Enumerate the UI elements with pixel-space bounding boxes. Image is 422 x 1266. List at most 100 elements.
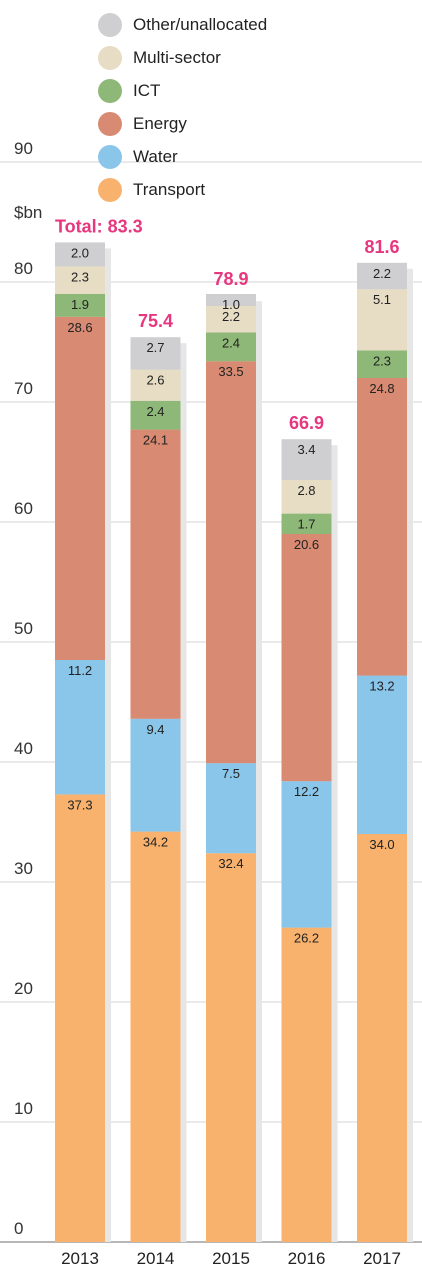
legend-label-water: Water [133,146,178,166]
y-tick-label-60: 60 [14,499,33,518]
legend-item-energy: Energy [98,107,267,140]
segment-label-water-2013: 11.2 [68,663,92,678]
legend: Other/unallocated Multi-sector ICT Energ… [98,8,267,206]
legend-swatch-transport [98,177,122,202]
x-tick-label-2015: 2015 [212,1249,250,1266]
segment-label-water-2016: 12.2 [294,784,319,799]
bar-segment-multi-sector-2016 [281,480,332,514]
segment-label-other-unallocated-2013: 2.0 [71,245,89,260]
legend-item-water: Water [98,140,267,173]
legend-label-transport: Transport [133,179,206,199]
legend-item-other-unallocated: Other/unallocated [98,8,267,41]
total-label-2014: 75.4 [138,311,173,331]
segment-label-transport-2017: 34.0 [369,837,394,852]
y-tick-label-30: 30 [14,859,33,878]
legend-item-ict: ICT [98,74,267,107]
segment-label-multi-sector-2014: 2.6 [146,373,164,388]
segment-label-water-2015: 7.5 [222,766,240,781]
segment-label-ict-2013: 1.9 [71,297,89,312]
bar-segment-transport-2017 [357,834,407,1242]
bar-segment-other-unallocated-2013 [55,242,105,267]
y-tick-label-10: 10 [14,1099,33,1118]
x-tick-label-2016: 2016 [288,1249,326,1266]
legend-swatch-energy [98,111,122,136]
bar-segment-water-2014 [130,718,181,832]
y-tick-label-70: 70 [14,379,33,398]
unit-label: $bn [14,203,42,222]
segment-label-transport-2013: 37.3 [67,797,92,812]
segment-label-energy-2015: 33.5 [218,364,243,379]
total-label-2013: Total: 83.3 [55,216,143,236]
bar-segment-ict-2014 [130,400,181,430]
x-tick-label-2013: 2013 [61,1249,99,1266]
legend-swatch-other-unallocated [98,12,122,37]
bar-segment-water-2013 [55,660,105,795]
bar-segment-multi-sector-2014 [130,369,181,401]
total-label-2015: 78.9 [213,269,248,289]
legend-swatch-water [98,144,122,169]
segment-label-energy-2014: 24.1 [143,433,168,448]
bar-segment-other-unallocated-2017 [357,262,407,290]
bar-segment-multi-sector-2015 [206,306,256,333]
x-tick-label-2014: 2014 [137,1249,175,1266]
bar-segment-ict-2017 [357,350,407,378]
bar-segment-ict-2016 [281,513,332,534]
segment-label-multi-sector-2013: 2.3 [71,269,89,284]
y-tick-label-20: 20 [14,979,33,998]
bar-segment-water-2016 [281,781,332,928]
total-label-2017: 81.6 [364,237,399,257]
bar-segment-ict-2013 [55,294,105,317]
y-tick-label-90: 90 [14,139,33,158]
bar-segment-energy-2013 [55,316,105,660]
bar-segment-multi-sector-2013 [55,266,105,294]
segment-label-ict-2016: 1.7 [297,517,315,532]
bar-segment-energy-2014 [130,429,181,719]
legend-label-ict: ICT [133,80,161,100]
segment-label-other-unallocated-2014: 2.7 [146,340,164,355]
bar-segment-energy-2017 [357,378,407,676]
segment-label-transport-2015: 32.4 [218,856,243,871]
segment-label-energy-2013: 28.6 [67,320,92,335]
segment-label-multi-sector-2017: 5.1 [373,292,391,307]
bar-segment-water-2017 [357,675,407,834]
legend-item-transport: Transport [98,173,267,206]
y-tick-label-50: 50 [14,619,33,638]
segment-label-transport-2014: 34.2 [143,835,168,850]
legend-label-other-unallocated: Other/unallocated [133,14,268,34]
bar-segment-other-unallocated-2016 [281,439,332,480]
bar-segment-water-2015 [206,763,256,854]
bar-segment-transport-2015 [206,853,256,1242]
bar-segment-other-unallocated-2015 [206,294,256,306]
y-tick-label-80: 80 [14,259,33,278]
bar-segment-transport-2014 [130,831,181,1242]
segment-label-ict-2015: 2.4 [222,335,240,350]
legend-swatch-multi-sector [98,45,122,70]
segment-label-energy-2016: 20.6 [294,537,319,552]
bar-segment-energy-2015 [206,361,256,764]
bar-segment-other-unallocated-2014 [130,337,181,370]
segment-label-water-2017: 13.2 [369,679,394,694]
bar-segment-transport-2016 [281,927,332,1242]
segment-label-other-unallocated-2016: 3.4 [297,442,315,457]
legend-item-multi-sector: Multi-sector [98,41,267,74]
total-label-2016: 66.9 [289,413,324,433]
segment-label-water-2014: 9.4 [146,722,164,737]
bar-segment-ict-2015 [206,332,256,362]
y-tick-label-40: 40 [14,739,33,758]
bar-segment-transport-2013 [55,794,105,1242]
segment-label-transport-2016: 26.2 [294,931,319,946]
legend-label-energy: Energy [133,113,187,133]
segment-label-ict-2014: 2.4 [146,404,164,419]
bar-segment-multi-sector-2017 [357,289,407,351]
bar-segment-energy-2016 [281,534,332,782]
legend-label-multi-sector: Multi-sector [133,47,221,67]
legend-swatch-ict [98,78,122,103]
segment-label-other-unallocated-2017: 2.2 [373,266,391,281]
segment-label-multi-sector-2016: 2.8 [297,483,315,498]
segment-label-ict-2017: 2.3 [373,353,391,368]
y-tick-label-0: 0 [14,1219,23,1238]
segment-label-multi-sector-2015: 2.2 [222,309,240,324]
segment-label-energy-2017: 24.8 [369,381,394,396]
x-tick-label-2017: 2017 [363,1249,401,1266]
